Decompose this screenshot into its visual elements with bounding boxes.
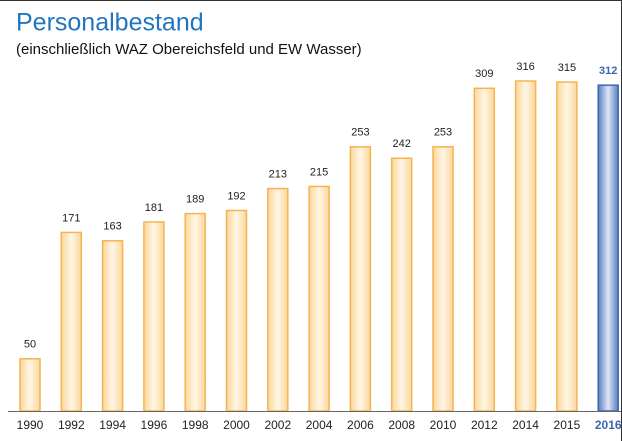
x-tick-label: 1992: [58, 418, 85, 432]
x-tick-label: 2008: [388, 418, 415, 432]
data-label: 242: [393, 138, 411, 150]
x-tick-label: 2004: [306, 418, 333, 432]
data-label: 213: [269, 168, 287, 180]
x-tick-label: 2015: [554, 418, 581, 432]
bar: [556, 81, 578, 412]
chart-title: Personalbestand: [16, 9, 204, 37]
x-tick-label: 2000: [223, 418, 250, 432]
x-tick-label: 1990: [17, 418, 44, 432]
data-label: 316: [516, 61, 534, 73]
data-label: 312: [599, 65, 617, 77]
x-tick-label: 1996: [141, 418, 168, 432]
x-tick-label: 1998: [182, 418, 209, 432]
bar: [101, 240, 124, 412]
bar: [597, 84, 619, 412]
bar: [60, 231, 83, 412]
x-tick-label: 1994: [99, 418, 126, 432]
data-label: 315: [558, 62, 576, 74]
data-label: 189: [186, 194, 204, 206]
x-tick-label: 2016: [595, 418, 622, 432]
chart-subtitle: (einschließlich WAZ Obereichsfeld und EW…: [16, 41, 362, 58]
bar: [225, 209, 248, 412]
data-label: 253: [351, 127, 369, 139]
bar: [514, 80, 537, 412]
x-tick-label: 2014: [512, 418, 539, 432]
data-label: 192: [227, 190, 245, 202]
data-label: 309: [475, 68, 493, 80]
data-label: 50: [24, 339, 36, 351]
x-tick-label: 2006: [347, 418, 374, 432]
data-label: 253: [434, 127, 452, 139]
bar: [390, 157, 413, 412]
data-label: 215: [310, 166, 328, 178]
x-tick-label: 2010: [430, 418, 457, 432]
data-label: 163: [103, 221, 121, 233]
bar: [143, 221, 165, 412]
bar: [432, 146, 454, 412]
data-label: 181: [145, 202, 163, 214]
x-tick-label: 2012: [471, 418, 498, 432]
bar: [473, 87, 496, 412]
bar: [267, 187, 289, 412]
bar: [308, 185, 330, 412]
bar: [19, 358, 41, 412]
bar: [184, 212, 206, 412]
bar: [349, 146, 372, 412]
x-tick-label: 2002: [264, 418, 291, 432]
data-label: 171: [62, 212, 80, 224]
